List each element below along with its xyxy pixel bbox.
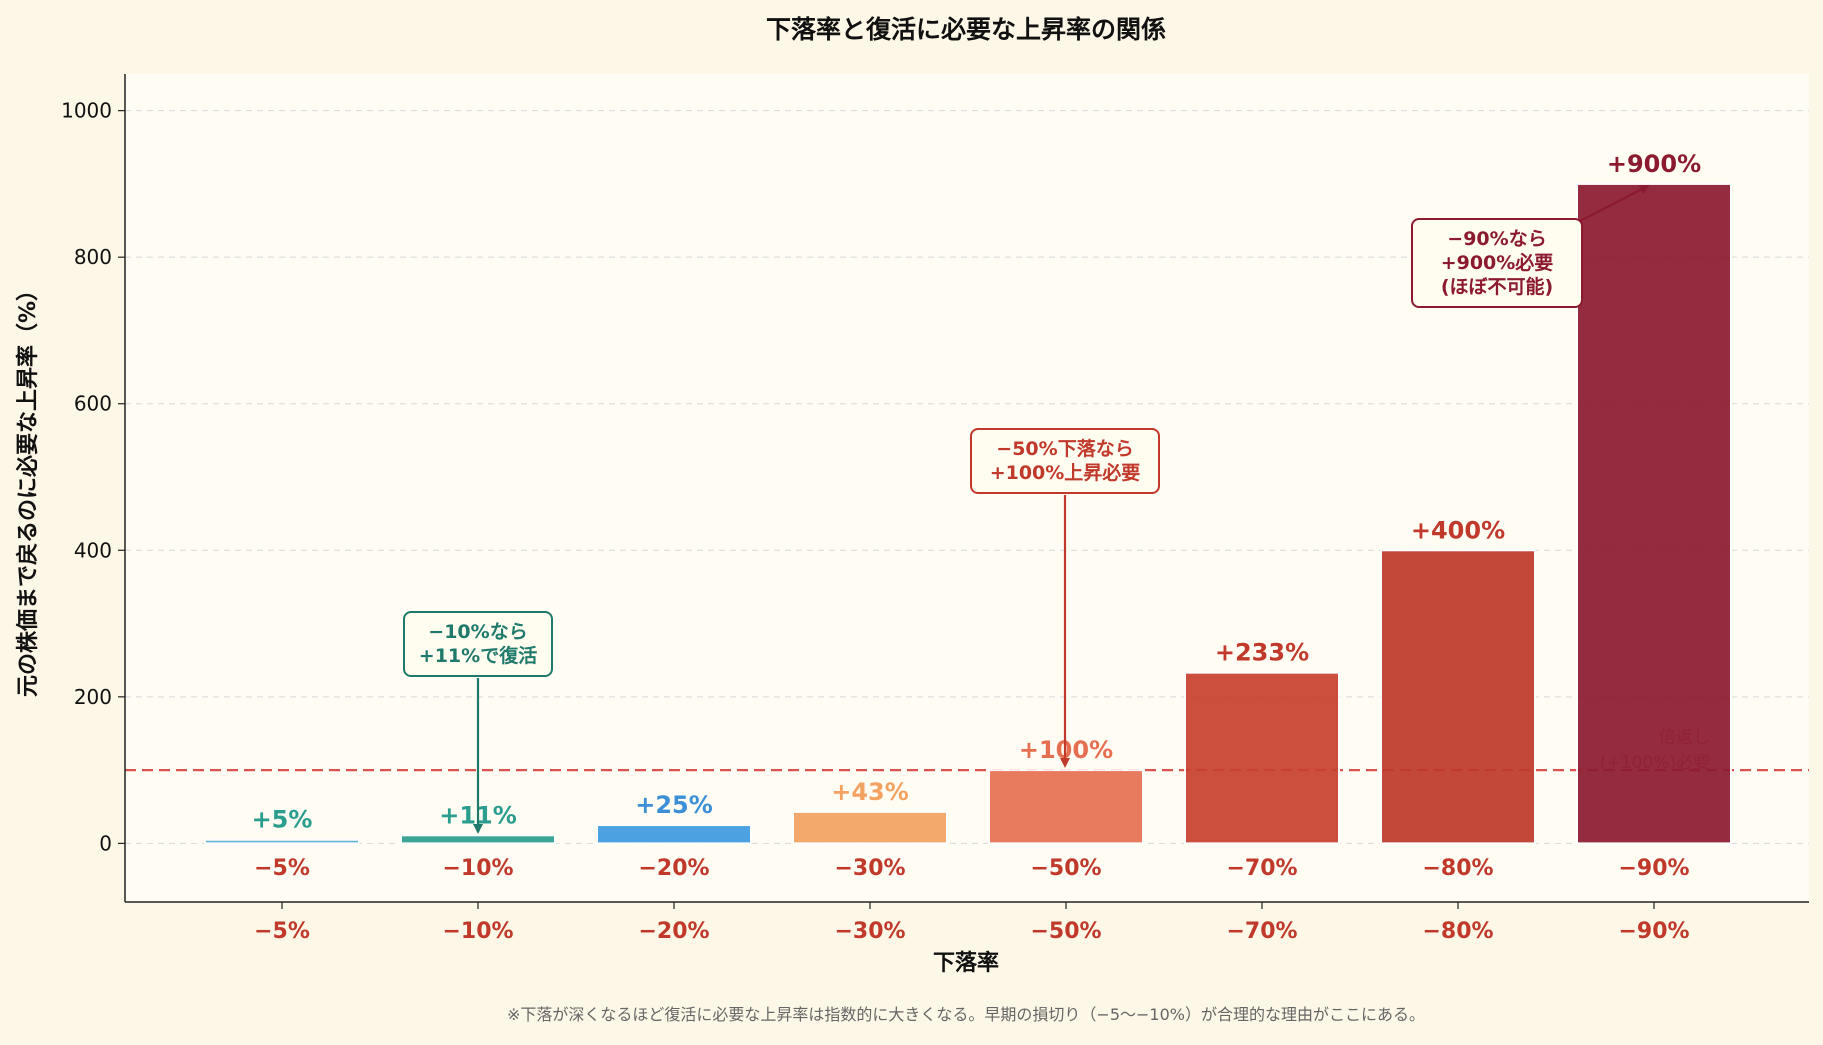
- bar-value-label: +400%: [1411, 516, 1505, 544]
- x-tick-label: −5%: [254, 919, 310, 944]
- y-tick-label: 400: [74, 538, 112, 562]
- y-tick-label: 0: [99, 831, 112, 855]
- x-tick-label: −30%: [834, 919, 905, 944]
- labels-layer: +5%−5%+11%−10%+25%−20%+43%−30%+100%−50%+…: [252, 150, 1702, 881]
- annotation-text: +900%必要: [1441, 251, 1554, 274]
- x-tick-label: −70%: [1226, 919, 1297, 944]
- plot-area: [125, 74, 1809, 902]
- bar-category-label: −20%: [638, 856, 709, 881]
- x-tick-label: −80%: [1422, 919, 1493, 944]
- bar-category-label: −5%: [254, 856, 310, 881]
- bar-category-label: −10%: [442, 856, 513, 881]
- bar: [988, 769, 1144, 845]
- bar-category-label: −30%: [834, 856, 905, 881]
- bar-category-label: −90%: [1618, 856, 1689, 881]
- grid-layer: [125, 110, 1809, 844]
- x-tick-label: −50%: [1030, 919, 1101, 944]
- bar: [400, 834, 556, 845]
- bar-value-label: +5%: [252, 806, 313, 834]
- annotation-callout: −90%なら+900%必要(ほぼ不可能): [1411, 185, 1650, 308]
- annotation-text: −10%なら: [428, 621, 527, 643]
- annotation-box: [403, 611, 553, 677]
- annotation-callout: −10%なら+11%で復活: [403, 611, 553, 834]
- bar: [1380, 549, 1536, 845]
- x-ticks-layer: −5% −10% −20% −30% −50% −70% −80% −90%: [254, 902, 1690, 944]
- annotation-arrow: [1579, 185, 1650, 222]
- x-axis-label: 下落率: [933, 950, 999, 976]
- bar-value-label: +43%: [831, 778, 909, 806]
- y-tick-label: 800: [74, 245, 112, 269]
- x-tick-label: −90%: [1618, 919, 1689, 944]
- bar: [1576, 182, 1732, 845]
- bar: [596, 824, 752, 845]
- annotation-box: [1411, 218, 1583, 308]
- y-axis-label: 元の株価まで戻るのに必要な上昇率（%）: [15, 279, 41, 697]
- bar: [792, 810, 948, 845]
- y-tick-label: 600: [74, 392, 112, 416]
- bars-layer: [204, 182, 1732, 845]
- annotation-callout: −50%下落なら+100%上昇必要: [970, 428, 1160, 768]
- annotation-text: −90%なら: [1447, 228, 1546, 250]
- annotation-text: (ほぼ不可能): [1441, 275, 1553, 298]
- bar: [204, 838, 360, 845]
- bar-category-label: −80%: [1422, 856, 1493, 881]
- annotation-text: +100%上昇必要: [990, 461, 1141, 484]
- bar-value-label: +900%: [1607, 150, 1701, 178]
- y-tick-label: 200: [74, 685, 112, 709]
- x-tick-label: −20%: [638, 919, 709, 944]
- bar-value-label: +233%: [1215, 639, 1309, 667]
- bar-value-label: +25%: [635, 791, 713, 819]
- annotations-layer: −10%なら+11%で復活 −50%下落なら+100%上昇必要 −90%なら+900…: [403, 185, 1650, 834]
- chart-title: 下落率と復活に必要な上昇率の関係: [766, 15, 1166, 44]
- footnote: ※下落が深くなるほど復活に必要な上昇率は指数的に大きくなる。早期の損切り（−5〜…: [507, 1005, 1425, 1024]
- bar: [1184, 671, 1340, 845]
- bar-category-label: −70%: [1226, 856, 1297, 881]
- annotation-text: −50%下落なら: [996, 437, 1133, 460]
- annotation-text: +11%で復活: [419, 644, 537, 667]
- annotation-box: [970, 428, 1160, 494]
- bar-category-label: −50%: [1030, 856, 1101, 881]
- y-tick-label: 1000: [61, 99, 112, 123]
- y-ticks-layer: 0 200 400 600 800 1000: [61, 99, 125, 855]
- x-tick-label: −10%: [442, 919, 513, 944]
